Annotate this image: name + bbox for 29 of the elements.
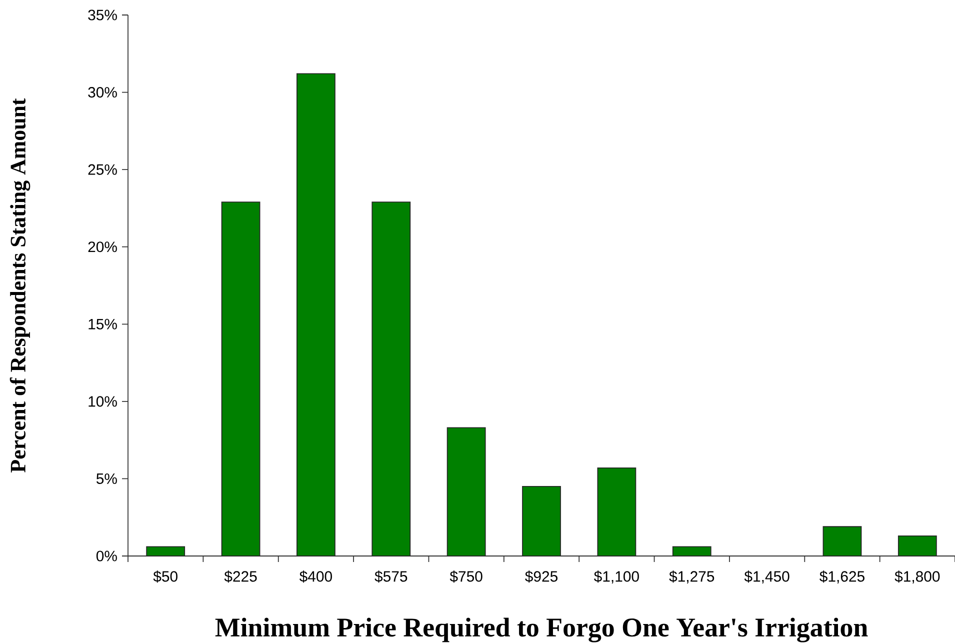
x-tick-label: $1,625 (820, 570, 864, 584)
bar (372, 202, 411, 556)
y-tick-label: 5% (96, 473, 117, 484)
y-tick-label: 30% (88, 86, 117, 98)
x-tick-label: $1,100 (594, 570, 639, 584)
x-tick-label: $1,275 (669, 570, 714, 584)
y-tick-label: 15% (88, 318, 117, 330)
bar (296, 73, 336, 556)
y-tick-label: 35% (88, 10, 117, 20)
bar (522, 486, 561, 556)
x-tick-label: $1,450 (744, 570, 790, 584)
x-tick-label: $50 (153, 570, 178, 583)
y-tick-label: 25% (88, 164, 117, 175)
bar (221, 202, 260, 556)
x-tick-label: $400 (299, 570, 332, 583)
bar (822, 526, 862, 556)
x-tick-label: $1,800 (894, 570, 940, 584)
y-tick-label: 20% (88, 242, 117, 252)
bar (898, 535, 937, 556)
x-tick-label: $925 (525, 570, 558, 583)
x-axis-title: Minimum Price Required to Forgo One Year's Irrigation (215, 618, 868, 642)
y-axis-title: Percent of Respondents Stating Amount (10, 98, 30, 472)
y-tick-label: 10% (88, 396, 117, 407)
bar (446, 427, 486, 556)
bar (597, 467, 636, 556)
x-tick-label: $575 (374, 570, 408, 583)
x-tick-label: $225 (224, 570, 257, 583)
y-tick-label: 0% (96, 550, 117, 562)
x-tick-label: $750 (450, 570, 482, 583)
